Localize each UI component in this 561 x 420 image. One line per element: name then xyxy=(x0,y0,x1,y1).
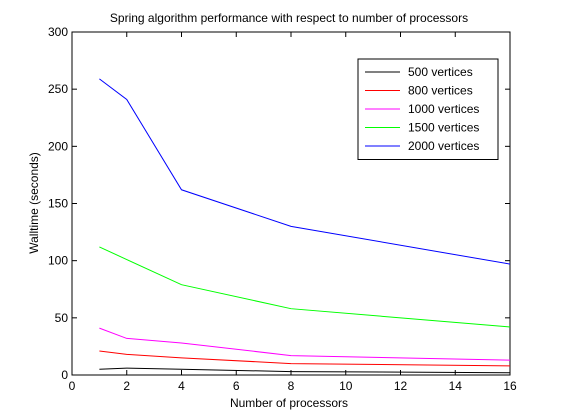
chart-title: Spring algorithm performance with respec… xyxy=(110,11,468,25)
x-tick-label: 6 xyxy=(233,379,240,393)
series-line-800-vertices xyxy=(99,350,511,367)
y-tick-label: 200 xyxy=(48,139,68,153)
legend-label: 1500 vertices xyxy=(408,121,479,135)
x-tick-label: 2 xyxy=(123,379,130,393)
y-axis-title: Walltime (seconds) xyxy=(27,152,41,254)
legend-label: 800 vertices xyxy=(408,84,473,98)
axis-ticks: 0 2 4 6 8 10 12 14 16 0 50 100 150 200 250 300 xyxy=(48,25,517,393)
y-tick-label: 100 xyxy=(48,254,68,268)
x-tick-label: 8 xyxy=(288,379,295,393)
y-tick-label: 0 xyxy=(61,368,68,382)
legend-label: 500 vertices xyxy=(408,65,473,79)
series-line-1000-vertices xyxy=(99,327,511,361)
x-tick-label: 0 xyxy=(69,379,76,393)
x-axis-title: Number of processors xyxy=(230,396,348,410)
series-line-500-vertices xyxy=(99,367,511,374)
y-tick-label: 250 xyxy=(48,82,68,96)
series-line-1500-vertices xyxy=(99,246,511,328)
series-line-2000-vertices xyxy=(99,78,511,265)
x-tick-label: 4 xyxy=(178,379,185,393)
legend-label: 2000 vertices xyxy=(408,139,479,153)
x-tick-label: 12 xyxy=(394,379,408,393)
legend: 500 vertices 800 vertices 1000 vertices 150… xyxy=(357,58,499,160)
y-tick-label: 300 xyxy=(48,25,68,39)
legend-label: 1000 vertices xyxy=(408,102,479,116)
y-tick-label: 50 xyxy=(55,311,69,325)
y-tick-label: 150 xyxy=(48,197,68,211)
x-tick-label: 10 xyxy=(339,379,353,393)
x-tick-label: 14 xyxy=(449,379,463,393)
series-lines xyxy=(99,78,511,374)
x-tick-label: 16 xyxy=(503,379,517,393)
